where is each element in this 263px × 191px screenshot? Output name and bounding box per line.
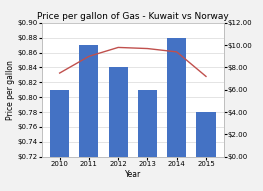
Bar <box>138 90 157 191</box>
Bar <box>109 67 128 191</box>
Bar <box>167 38 186 191</box>
X-axis label: Year: Year <box>125 170 141 179</box>
Title: Price per gallon of Gas - Kuwait vs Norway: Price per gallon of Gas - Kuwait vs Norw… <box>37 12 229 21</box>
Bar <box>50 90 69 191</box>
Bar <box>196 112 215 191</box>
Y-axis label: Price per gallon: Price per gallon <box>6 60 15 120</box>
Bar <box>79 45 98 191</box>
